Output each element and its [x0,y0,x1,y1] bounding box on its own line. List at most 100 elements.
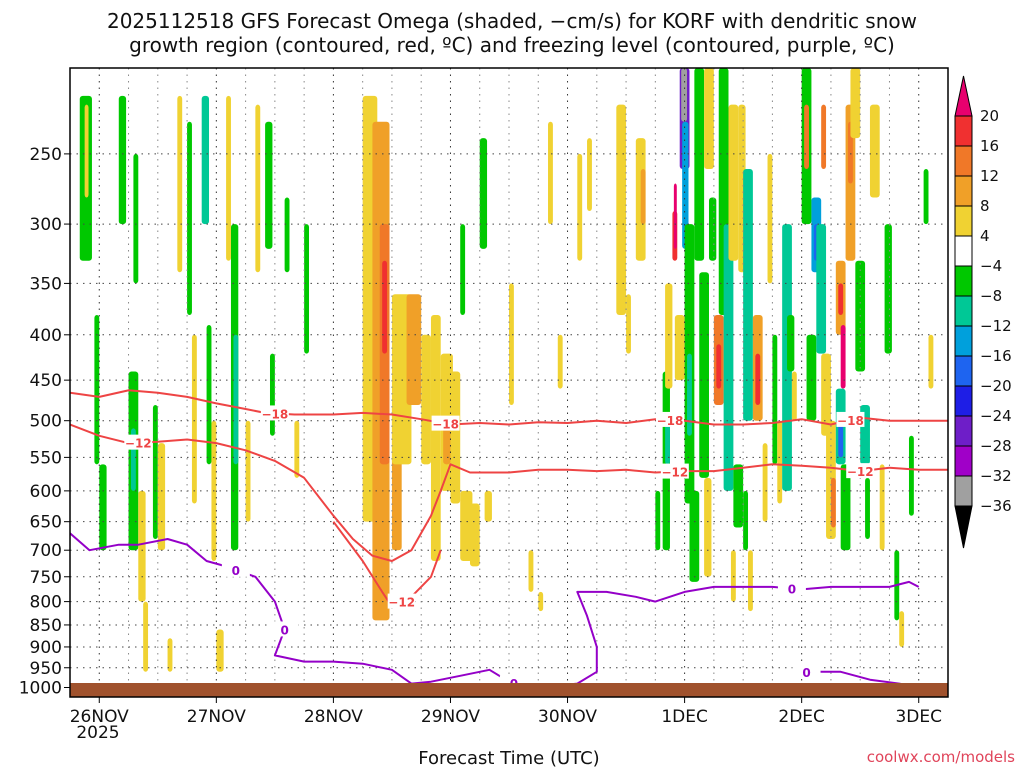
omega-shade-cell [838,420,844,458]
omega-shade-cell [450,371,461,504]
y-tick-label: 600 [30,482,62,502]
colorbar-level-label: −20 [980,377,1012,395]
omega-shade-cell [430,315,441,562]
colorbar-bottom-triangle [954,505,973,549]
x-tick-label: 29NOV [421,707,480,727]
x-tick-label: 27NOV [187,707,246,727]
omega-shade-cell [699,272,709,478]
y-tick-label: 250 [30,145,62,165]
omega-shade-cell [767,153,773,284]
omega-shade-cell [730,550,736,602]
omega-shade-cell [479,138,488,249]
contour-label-bg [387,593,416,609]
omega-shade-cell [538,591,544,612]
colorbar-top-triangle [954,75,973,117]
omega-shade-cell [791,371,797,421]
omega-shade-cell [908,435,914,516]
contour-label: −18 [837,414,864,428]
contour-label: −18 [432,418,459,432]
omega-shade-cell [733,464,744,528]
plot-frame [69,67,949,698]
chart-title-line2: growth region (contoured, red, ºC) and f… [129,33,895,57]
omega-shade-cell [167,638,173,672]
omega-shade-cell [723,224,734,491]
contour-label-bg [777,580,806,596]
omega-shade-cell [762,443,768,522]
omega-shade-cell [577,153,583,261]
omega-shade-cell [772,334,778,465]
contour-label-bg [660,463,689,479]
colorbar-swatch [954,385,973,417]
omega-shade-cell [743,168,753,421]
colorbar-swatch [954,415,973,447]
omega-shade-cell [635,138,646,261]
x-tick-label: 30NOV [538,707,597,727]
omega-shade-cell [899,611,905,647]
omega-shade-cell [755,353,761,405]
colorbar-level-label: −36 [980,497,1012,515]
omega-shade-cell [152,404,158,540]
y-axis: 2503003504004505005506006507007508008509… [19,145,70,698]
x-tick-label: 2DEC [778,707,825,727]
contour-label: 0 [232,564,240,578]
contour-label-bg [260,405,289,421]
colorbar-swatch [954,235,973,267]
colorbar-swatch [954,145,973,177]
colorbar-level-label: 8 [980,197,990,215]
contour-label: −12 [125,437,152,451]
omega-shade-cell [143,601,149,672]
omega-shade-cell [382,260,388,354]
omega-shade-cell [728,104,739,261]
omega-shade-cell [716,344,722,389]
omega-shade-cell [821,353,831,436]
omega-shade-cell [177,95,183,273]
y-tick-label: 300 [30,215,62,235]
contour-label-bg [270,621,299,637]
omega-shade-cell [840,464,851,551]
contour-label: −18 [261,407,288,421]
credit-text[interactable]: coolwx.com/models [867,748,1015,766]
colorbar-level-label: 20 [980,107,999,125]
omega-shade-cell [840,325,846,389]
omega-shade-cell [201,95,210,225]
colorbar-swatch [954,475,973,507]
omega-shade-cell [704,477,712,577]
omega-shade-cell [821,104,827,169]
chart-title-line1: 2025112518 GFS Forecast Omega (shaded, −… [107,9,917,33]
omega-shade-cell [928,334,934,389]
dgz-contour [70,389,948,426]
omega-shade-cell [118,95,127,225]
omega-shade-cell [748,550,753,612]
omega-shade-cell [743,490,749,551]
omega-shade-cell [804,104,809,169]
omega-shade-cell [269,353,275,436]
y-tick-label: 850 [30,616,62,636]
colorbar-level-label: −8 [980,287,1002,305]
omega-shade-cell [469,503,480,567]
y-tick-label: 450 [30,371,62,391]
omega-shade-cell [509,283,514,405]
omega-shade-cell [421,334,431,465]
omega-shade-cell [879,464,885,551]
contour-label-bg [836,411,865,427]
omega-shade-cell [233,334,239,465]
omega-shade-cell [226,95,231,261]
colorbar-swatch [954,175,973,207]
colorbar-level-label: −4 [980,257,1002,275]
contour-label: 0 [788,583,796,597]
omega-shade-cell [687,353,692,436]
contour-label-bg [792,663,821,679]
y-tick-label: 900 [30,638,62,658]
omega-shade-cell [443,420,451,465]
omega-shade-cell [460,490,473,562]
omega-shade-cell [255,104,261,273]
omega-shade-cell [777,420,783,504]
omega-shade-cell [557,334,563,389]
dgz-contour [70,423,948,562]
x-tick-label: 28NOV [304,707,363,727]
y-tick-label: 400 [30,326,62,346]
x-axis-year: 2025 [76,723,119,743]
omega-shade-cell [284,197,290,273]
omega-shade-cell [704,68,714,169]
y-tick-label: 1000 [19,678,62,698]
